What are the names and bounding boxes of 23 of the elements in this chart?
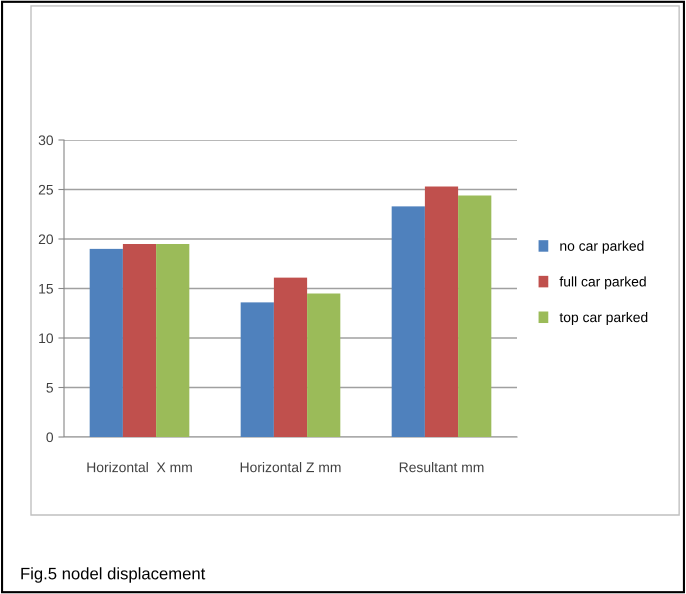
x-tick-label: Resultant mm [400,462,484,472]
y-tick-label: 25 [38,184,54,195]
bar [458,195,492,437]
bar [392,206,425,437]
legend-label: no car parked [560,240,644,254]
y-tick-label: 15 [39,284,54,294]
x-tick-label: Horizontal X mm [87,462,192,472]
bar [424,186,458,437]
y-tick-label: 30 [38,135,54,146]
bar [240,302,274,437]
legend-label: top car parked [560,312,648,325]
bar [90,248,123,437]
y-tick-label: 10 [39,333,54,344]
bar [274,278,308,437]
y-tick-label: 5 [46,382,53,393]
caption: Fig.5 nodel displacement [21,567,206,583]
x-tick-label: Horizontal Z mm [240,462,341,472]
y-tick-label: 20 [38,234,54,244]
bar [156,244,190,437]
bar [122,244,156,437]
legend-label: full car parked [560,276,646,290]
bar [307,293,340,437]
y-tick-label: 0 [46,432,54,442]
